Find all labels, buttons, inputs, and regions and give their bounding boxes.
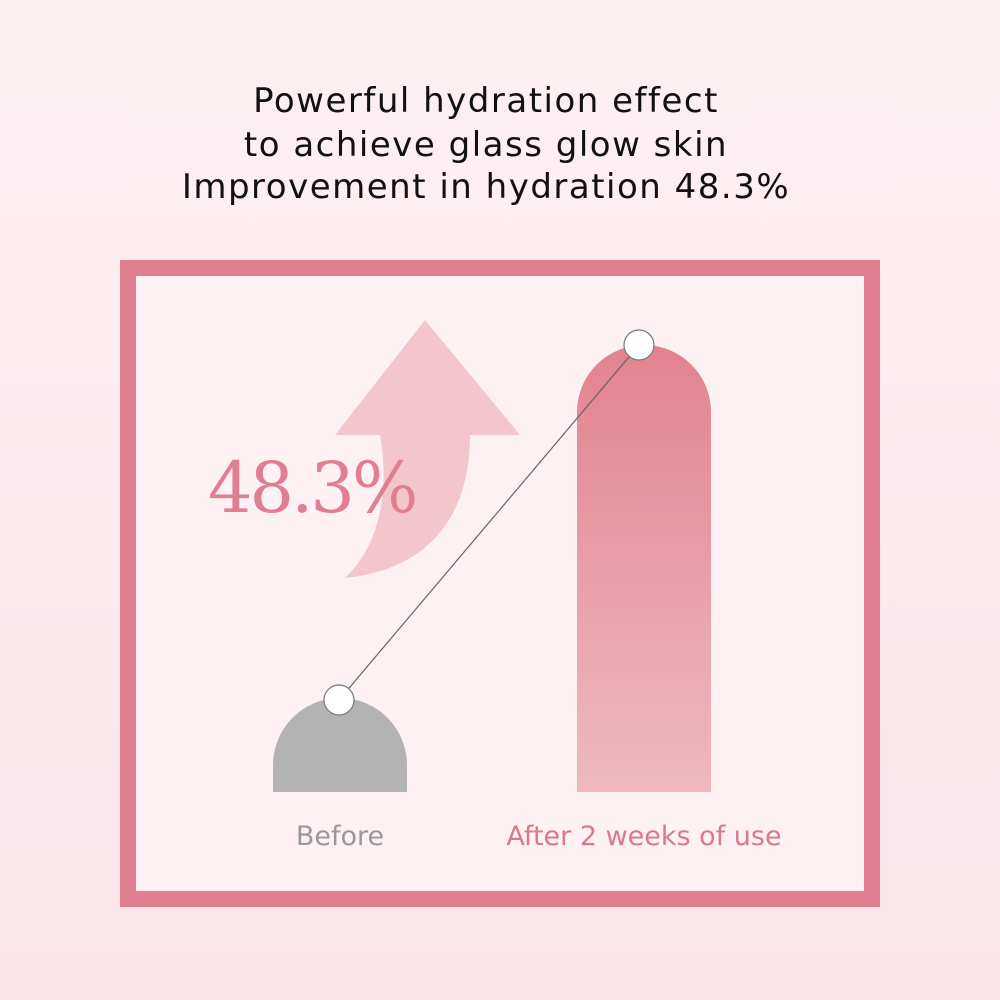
percentage: 48.3% (208, 447, 415, 529)
title-line: Powerful hydration effect (253, 81, 719, 121)
before-bar (273, 698, 407, 792)
connector-line (338, 344, 640, 701)
label: Before (296, 821, 384, 852)
point (323, 684, 355, 716)
title-line: Improvement in hydration 48.3% (182, 167, 790, 207)
up-arrow (335, 320, 520, 578)
point (623, 329, 655, 361)
label: After 2 weeks of use (506, 821, 781, 852)
title-line: to achieve glass glow skin (244, 125, 728, 165)
title: Powerful hydration effect to achieve gla… (182, 81, 790, 207)
after-bar (577, 345, 711, 792)
frame (120, 260, 880, 907)
